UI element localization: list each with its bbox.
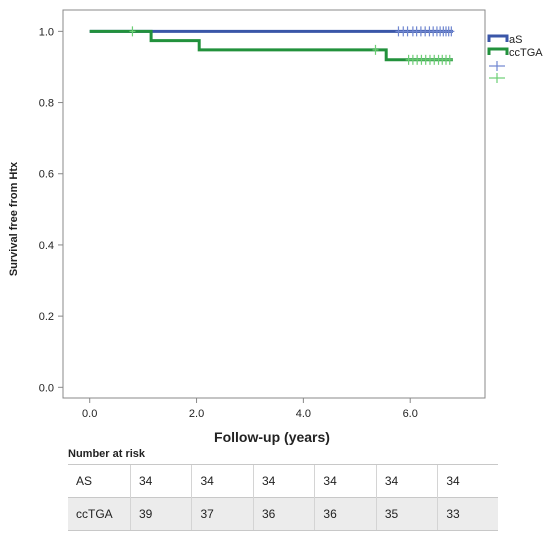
risk-row: ccTGA 39 37 36 36 35 33	[68, 497, 498, 531]
legend-swatch-cctga	[487, 47, 509, 55]
risk-cell: 34	[129, 464, 192, 498]
risk-row-label: AS	[68, 464, 131, 498]
risk-table: AS 34 34 34 34 34 34 ccTGA 39 37 36 36 35 33	[68, 464, 498, 531]
risk-cell: 34	[437, 464, 498, 498]
censor-mark	[404, 26, 411, 37]
y-tick-label: 0.4	[39, 240, 54, 252]
series-line-cctga	[89, 29, 453, 62]
x-axis-title: Follow-up (years)	[214, 429, 330, 445]
censor-mark	[129, 26, 136, 37]
legend-swatch-as	[487, 34, 509, 42]
risk-row: AS 34 34 34 34 34 34	[68, 464, 498, 498]
plot-area: 0.0 0.2 0.4 0.6 0.8 1.0 0.0 2.0 4.0 6.0	[39, 9, 486, 420]
y-tick-label: 0.0	[39, 382, 54, 394]
y-axis-title: Survival free from Htx	[8, 161, 20, 276]
risk-cell: 33	[437, 497, 498, 531]
risk-cell: 39	[129, 497, 192, 531]
risk-cell: 34	[375, 464, 438, 498]
censor-mark	[448, 26, 455, 37]
risk-cell: 34	[252, 464, 315, 498]
risk-cell: 34	[191, 464, 254, 498]
risk-cell: 37	[191, 497, 254, 531]
censor-mark	[372, 44, 379, 55]
risk-cell: 36	[252, 497, 315, 531]
y-tick-label: 0.2	[39, 311, 54, 323]
risk-cell: 35	[375, 497, 438, 531]
censor-mark	[446, 54, 453, 65]
legend-label: aS	[509, 34, 522, 46]
risk-row-label: ccTGA	[68, 497, 131, 531]
y-tick-label: 0.6	[39, 169, 54, 181]
x-tick-label: 6.0	[403, 408, 418, 420]
risk-table-title: Number at risk	[68, 448, 146, 460]
x-tick-label: 2.0	[189, 408, 204, 420]
plot-frame	[62, 9, 486, 399]
survival-chart: 0.0 0.2 0.4 0.6 0.8 1.0 0.0 2.0 4.0 6.0 Survival …	[8, 9, 543, 445]
y-tick-label: 0.8	[39, 98, 54, 110]
legend-label: ccTGA	[509, 47, 543, 59]
y-tick-label: 1.0	[39, 26, 54, 38]
risk-cell: 36	[314, 497, 377, 531]
risk-cell: 34	[314, 464, 377, 498]
x-tick-label: 4.0	[296, 408, 311, 420]
x-tick-label: 0.0	[82, 408, 97, 420]
